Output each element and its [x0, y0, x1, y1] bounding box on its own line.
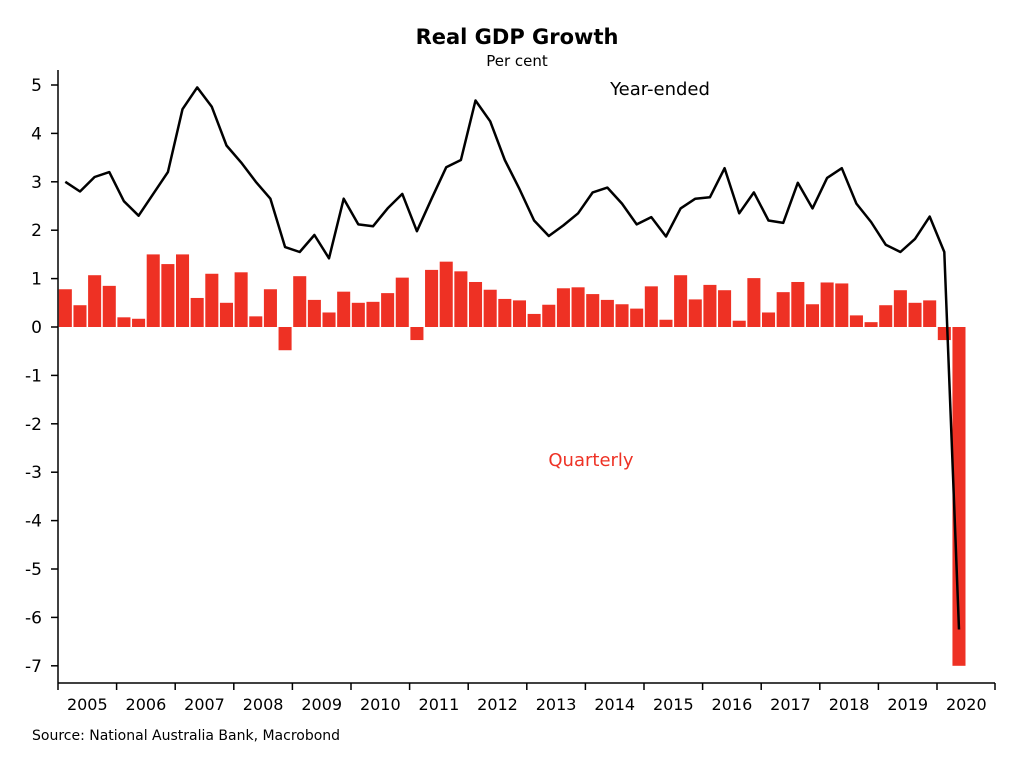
- chart-title: Real GDP Growth: [416, 25, 619, 49]
- x-tick-label: 2016: [712, 695, 753, 714]
- quarterly-bar: [556, 288, 570, 327]
- quarterly-bar: [410, 327, 424, 341]
- quarterly-bar: [381, 293, 395, 327]
- chart-subtitle: Per cent: [486, 52, 548, 70]
- x-tick-label: 2014: [594, 695, 635, 714]
- quarterly-bar: [161, 264, 175, 327]
- quarterly-bar: [908, 302, 922, 327]
- quarterly-bar: [322, 312, 336, 327]
- x-tick-label: 2015: [653, 695, 694, 714]
- y-tick-label: 0: [31, 318, 42, 338]
- y-tick-label: 1: [31, 270, 42, 290]
- y-tick-label: 2: [31, 221, 42, 241]
- y-tick-label: -2: [25, 415, 42, 435]
- x-tick-label: 2018: [829, 695, 870, 714]
- x-tick-label: 2007: [184, 695, 225, 714]
- quarterly-bar: [718, 290, 732, 327]
- y-tick-label: -4: [25, 512, 42, 532]
- quarterly-bar: [674, 275, 688, 327]
- quarterly-bar: [102, 285, 116, 327]
- x-tick-label: 2006: [126, 695, 167, 714]
- x-tick-label: 2017: [770, 695, 811, 714]
- x-tick-label: 2010: [360, 695, 401, 714]
- quarterly-bar: [776, 292, 790, 327]
- quarterly-bar: [249, 316, 263, 327]
- quarterly-bar: [146, 254, 160, 327]
- quarterly-bar: [952, 327, 966, 666]
- quarterly-bar: [586, 294, 600, 327]
- y-tick-label: -6: [25, 608, 42, 628]
- quarterly-bar: [132, 318, 146, 327]
- y-tick-label: 5: [31, 76, 42, 96]
- quarterly-bar: [293, 276, 307, 327]
- year-ended-line: [64, 86, 961, 630]
- quarterly-bar: [923, 300, 937, 327]
- quarterly-bar: [893, 290, 907, 327]
- quarterly-bar: [425, 269, 439, 327]
- quarterly-bar: [820, 282, 834, 327]
- quarterly-bar: [571, 287, 585, 327]
- x-tick-label: 2013: [536, 695, 577, 714]
- x-tick-label: 2012: [477, 695, 518, 714]
- quarterly-bar: [307, 299, 321, 327]
- quarterly-bar: [395, 277, 409, 327]
- quarterly-bar: [439, 261, 453, 327]
- x-tick-label: 2005: [67, 695, 108, 714]
- quarterly-bar: [644, 286, 658, 327]
- x-tick-label: 2019: [887, 695, 928, 714]
- quarterly-bar: [190, 297, 204, 327]
- quarterly-bar: [791, 281, 805, 327]
- quarterly-bar: [542, 304, 556, 327]
- quarterly-bar: [600, 299, 614, 327]
- quarterly-bar: [351, 302, 365, 327]
- quarterly-bar: [805, 304, 819, 327]
- quarterly-bar: [849, 315, 863, 327]
- quarterly-bar: [732, 320, 746, 327]
- quarterly-bar: [483, 289, 497, 327]
- quarterly-bar: [337, 291, 351, 327]
- quarterly-bar: [879, 305, 893, 327]
- quarterly-bar: [630, 308, 644, 327]
- quarterly-bar: [659, 319, 673, 327]
- series-label-quarterly: Quarterly: [548, 450, 634, 471]
- quarterly-bar: [366, 301, 380, 327]
- quarterly-bar: [615, 304, 629, 327]
- quarterly-bar: [205, 273, 219, 327]
- quarterly-bar: [469, 281, 483, 327]
- y-tick-label: 4: [31, 124, 42, 144]
- quarterly-bar: [454, 271, 468, 327]
- quarterly-bar: [219, 302, 233, 327]
- source-note: Source: National Australia Bank, Macrobo…: [32, 728, 340, 744]
- quarterly-bar: [234, 272, 248, 327]
- quarterly-bar: [688, 299, 702, 327]
- quarterly-bar: [747, 278, 761, 327]
- x-tick-label: 2009: [301, 695, 342, 714]
- quarterly-bar: [512, 300, 526, 327]
- y-tick-label: -7: [25, 657, 42, 677]
- x-tick-label: 2020: [946, 695, 987, 714]
- y-tick-label: -5: [25, 560, 42, 580]
- x-tick-label: 2008: [243, 695, 284, 714]
- series-label-year-ended: Year-ended: [609, 79, 710, 100]
- quarterly-bar: [498, 298, 512, 327]
- quarterly-bar: [864, 322, 878, 327]
- y-tick-label: -3: [25, 463, 42, 483]
- quarterly-bar: [263, 289, 277, 327]
- quarterly-bar: [278, 327, 292, 351]
- quarterly-bar: [703, 284, 717, 327]
- quarterly-bar: [117, 317, 131, 327]
- quarterly-bar: [835, 283, 849, 327]
- quarterly-bar: [58, 289, 72, 327]
- quarterly-bar: [88, 275, 102, 327]
- quarterly-bar: [527, 313, 541, 327]
- quarterly-bar: [762, 312, 776, 327]
- y-tick-label: 3: [31, 173, 42, 193]
- quarterly-bar: [176, 254, 190, 327]
- y-tick-label: -1: [25, 366, 42, 386]
- x-tick-label: 2011: [419, 695, 460, 714]
- quarterly-bar: [73, 305, 87, 327]
